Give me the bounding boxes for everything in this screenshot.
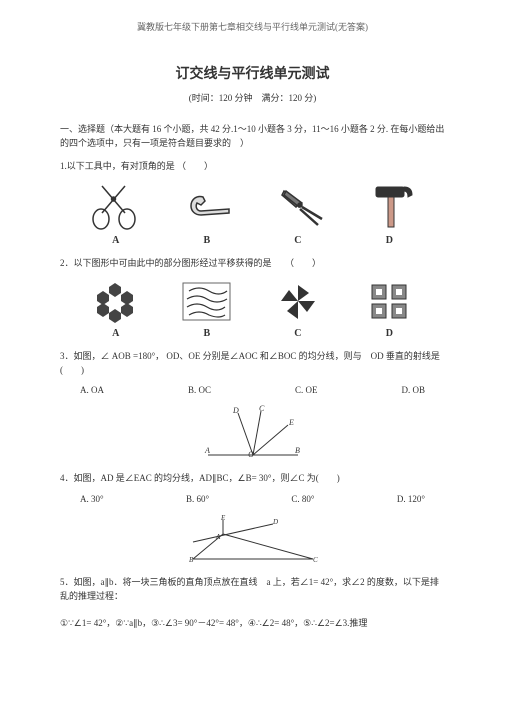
svg-text:E: E bbox=[288, 418, 294, 427]
svg-text:C: C bbox=[259, 405, 265, 413]
doc-header: 冀教版七年级下册第七章相交线与平行线单元测试(无答案) bbox=[60, 20, 445, 33]
svg-text:D: D bbox=[272, 518, 278, 526]
label-d: D bbox=[386, 328, 393, 339]
doc-subtitle: (时间：120 分钟 满分：120 分) bbox=[60, 91, 445, 104]
label-b: B bbox=[203, 328, 210, 339]
q1-image-row bbox=[60, 181, 445, 231]
question-5-line2: ①∵∠1= 42°，②∵a∥b，③∴∠3= 90°－42°= 48°，④∴∠2=… bbox=[60, 616, 445, 630]
question-1: 1.以下工具中，有对顶角的是 （ ） bbox=[60, 159, 445, 173]
opt-b: B. 60° bbox=[186, 494, 209, 504]
opt-d: D. 120° bbox=[397, 494, 425, 504]
wrench-icon bbox=[181, 181, 241, 231]
question-3: 3．如图，∠ AOB =180°， OD、OE 分别是∠AOC 和∠BOC 的均… bbox=[60, 349, 445, 378]
label-c: C bbox=[294, 235, 301, 246]
question-2: 2．以下图形中可由此中的部分图形经过平移获得的是 （ ） bbox=[60, 256, 445, 270]
svg-text:A: A bbox=[215, 533, 221, 541]
q3-figure: A B O D C E bbox=[60, 405, 445, 463]
svg-text:D: D bbox=[232, 406, 239, 415]
pattern-pinwheel-icon bbox=[271, 279, 326, 324]
svg-text:A: A bbox=[204, 446, 210, 455]
q3-options: A. OA B. OC C. OE D. OB bbox=[80, 385, 425, 395]
opt-a: A. 30° bbox=[80, 494, 104, 504]
q1-labels: A B C D bbox=[60, 235, 445, 246]
q2-image-row bbox=[60, 279, 445, 324]
label-c: C bbox=[294, 328, 301, 339]
opt-c: C. OE bbox=[295, 385, 318, 395]
q4-options: A. 30° B. 60° C. 80° D. 120° bbox=[80, 494, 425, 504]
pattern-shell-icon bbox=[179, 279, 234, 324]
label-d: D bbox=[386, 235, 393, 246]
q2-labels: A B C D bbox=[60, 328, 445, 339]
opt-d: D. OB bbox=[401, 385, 425, 395]
label-a: A bbox=[112, 328, 119, 339]
scissors-icon bbox=[87, 181, 147, 231]
opt-a: A. OA bbox=[80, 385, 104, 395]
opt-b: B. OC bbox=[188, 385, 211, 395]
svg-text:C: C bbox=[313, 556, 318, 564]
q4-figure: E A D B C bbox=[60, 514, 445, 567]
svg-text:B: B bbox=[295, 446, 300, 455]
section-a-heading: 一、选择题（本大题有 16 个小题，共 42 分.1～10 小题各 3 分，11… bbox=[60, 122, 445, 151]
hammer-icon bbox=[368, 181, 418, 231]
opt-c: C. 80° bbox=[291, 494, 314, 504]
label-a: A bbox=[112, 235, 119, 246]
label-b: B bbox=[203, 235, 210, 246]
pattern-grid-icon bbox=[362, 279, 417, 324]
pliers-icon bbox=[274, 181, 334, 231]
pattern-hex-icon bbox=[88, 279, 143, 324]
question-5-line1: 5．如图，a∥b．将一块三角板的直角顶点放在直线 a 上，若∠1= 42°，求∠… bbox=[60, 575, 445, 604]
svg-text:B: B bbox=[189, 556, 194, 564]
doc-title: 订交线与平行线单元测试 bbox=[60, 63, 445, 83]
svg-text:O: O bbox=[248, 450, 254, 459]
svg-text:E: E bbox=[220, 514, 226, 522]
question-4: 4．如图，AD 是∠EAC 的均分线，AD∥BC，∠B= 30°，则∠C 为( … bbox=[60, 471, 445, 485]
